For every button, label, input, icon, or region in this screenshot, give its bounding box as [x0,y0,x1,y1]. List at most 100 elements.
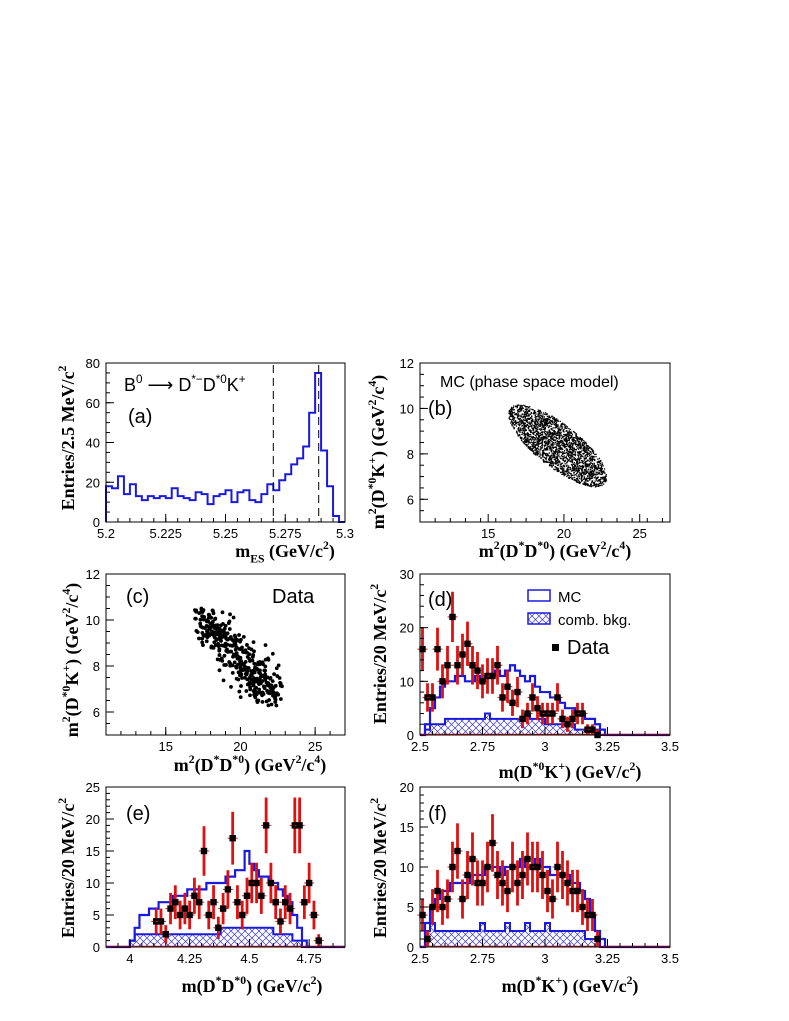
mc-point [578,471,580,473]
mc-point [560,448,562,451]
mc-point [600,470,602,472]
mc-point [601,462,603,464]
mc-point [536,454,539,456]
label-part: *0 [537,539,549,552]
data-point [245,643,249,647]
mc-point [595,465,597,467]
data-point [272,899,279,906]
mc-point [570,457,572,459]
data-point [237,689,242,694]
mc-point [584,446,586,448]
mc-point [566,454,568,456]
data-point [232,633,237,638]
mc-point [574,449,577,451]
mc-point [567,445,570,448]
mc-point [583,459,586,461]
mc-point [601,481,604,483]
mc-point [519,419,522,421]
mc-point [595,473,597,475]
mc-point [555,446,557,448]
mc-point [577,448,580,450]
mc-point [545,454,547,456]
label-part: m [368,514,388,529]
mc-point [556,434,559,437]
mc-point [548,443,550,445]
mc-point [523,441,525,443]
mc-point [553,436,555,438]
y-tick-label: 5 [93,908,100,923]
mc-point [593,465,595,467]
y-tick-label: 10 [400,674,414,689]
mc-point [571,448,574,450]
mc-point [555,421,558,424]
mc-point [522,407,524,409]
mc-point [553,439,555,442]
mc-point [588,477,590,479]
mc-point [572,447,575,449]
data-point [240,676,244,680]
data-point [499,694,506,701]
mc-point [525,441,528,444]
label-part: + [558,760,565,773]
mc-point [586,455,588,457]
mc-point [570,458,572,460]
mc-point [561,470,564,472]
mc-point [551,433,553,435]
mc-point [543,418,546,420]
label-part: (GeV/c [264,541,322,562]
mc-point [600,466,602,468]
mc-point [594,467,597,470]
data-point [223,635,228,639]
mc-point [546,431,548,434]
data-point [266,703,271,708]
mc-point [552,463,555,465]
mc-point [550,436,552,438]
mc-point [584,461,586,463]
mc-point [549,431,552,433]
data-point [176,911,184,919]
data-point [504,683,511,690]
mc-point [550,450,552,452]
mc-point [521,433,523,436]
mc-point [595,453,597,456]
mc-point [529,425,531,428]
mc-point [513,419,515,422]
mc-point [550,443,553,446]
mc-point [529,423,531,425]
mc-point [541,421,543,423]
mc-point [533,413,536,415]
mc-point [543,438,545,440]
mc-point [515,405,517,408]
mc-point [583,445,586,447]
mc-point [584,451,586,453]
mc-point [578,446,581,448]
data-point [196,899,203,906]
mc-point [561,466,563,468]
mc-point [566,471,568,473]
label-part: + [60,665,73,672]
mc-point [563,450,566,452]
mc-point [577,467,580,469]
mc-point [562,435,564,438]
mc-point [552,444,554,447]
mc-point [548,415,551,417]
mc-point [509,410,511,412]
data-point [234,899,241,906]
mc-point [577,476,579,478]
data-point [228,612,232,617]
mc-point [524,408,527,411]
mc-point [556,453,558,455]
mc-point [586,483,589,485]
mc-point [512,407,515,409]
mc-point [590,470,593,473]
mc-point [555,449,557,451]
label-part: 2 [56,798,69,804]
mc-point [599,480,601,482]
x-tick-label: 3.25 [595,739,620,754]
mc-point [589,472,591,474]
mc-point [541,439,543,442]
mc-point [537,420,539,422]
mc-point [554,427,556,429]
mc-point [557,460,559,463]
